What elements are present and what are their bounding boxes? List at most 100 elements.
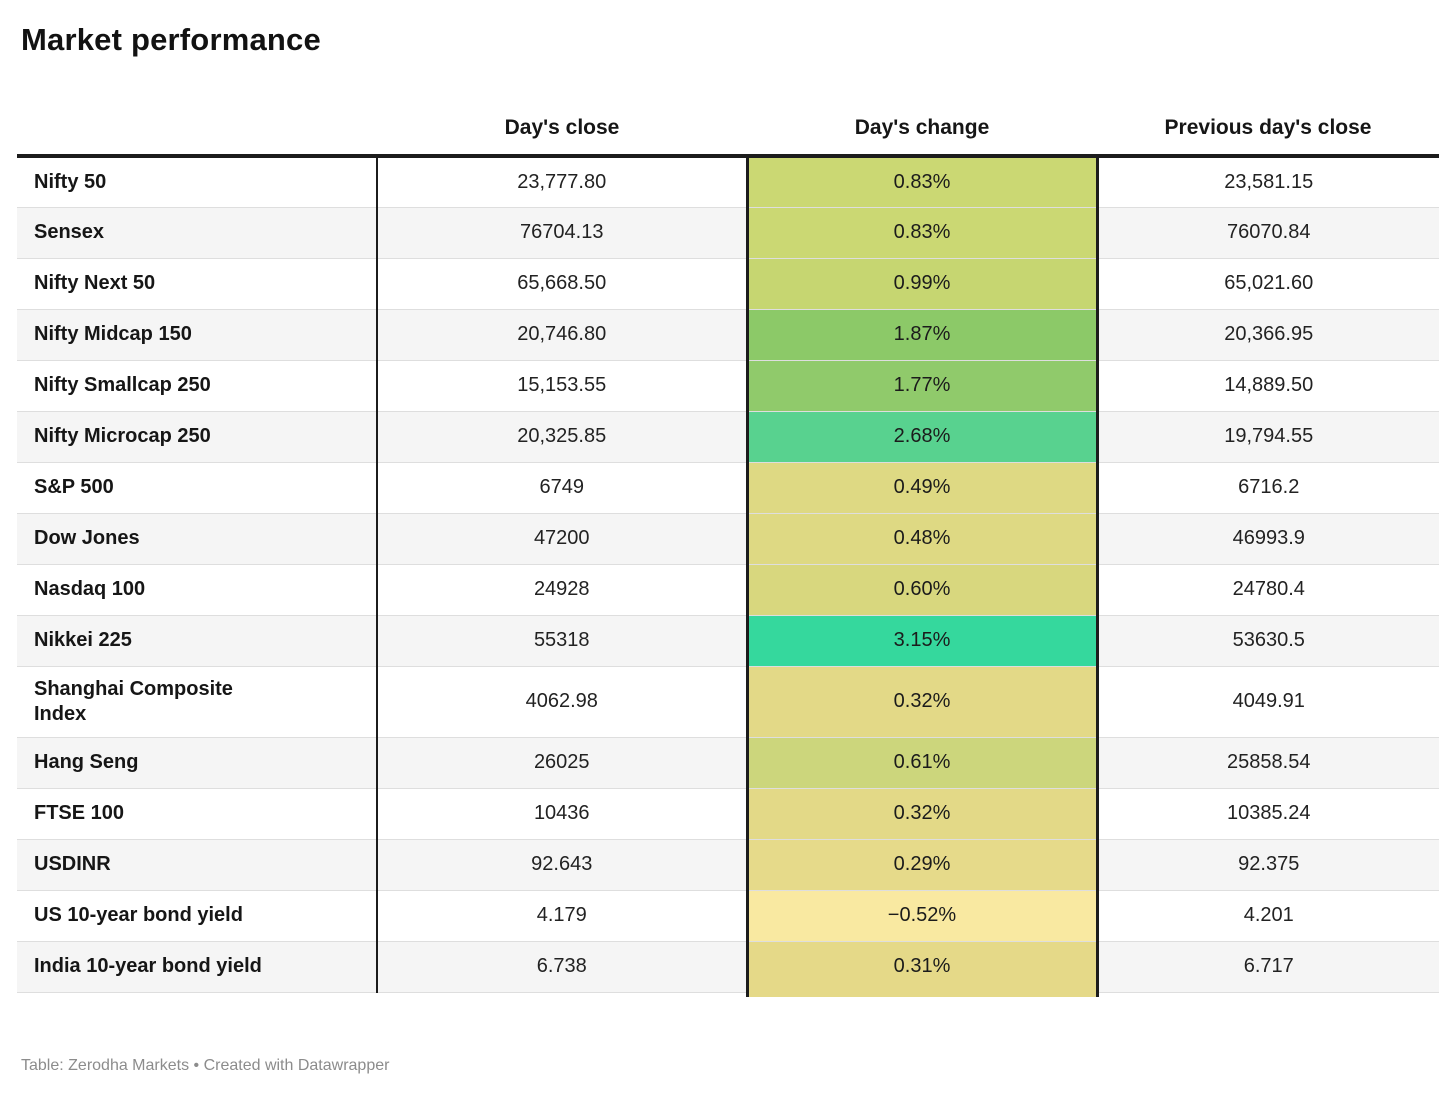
prev-close-cell: 65,021.60 (1097, 257, 1439, 309)
prev-close-cell: 19,794.55 (1097, 410, 1439, 462)
prev-close-cell: 4049.91 (1097, 665, 1439, 737)
row-label: S&P 500 (17, 461, 377, 513)
days-close-cell: 4062.98 (376, 665, 747, 737)
attribution-footer: Table: Zerodha Markets • Created with Da… (21, 1057, 390, 1074)
row-label: Nasdaq 100 (17, 563, 377, 615)
days-change-cell: 0.61% (745, 736, 1099, 788)
header-previous-close: Previous day's close (1097, 94, 1439, 158)
prev-close-cell: 6.717 (1097, 940, 1439, 993)
row-label-text: Nifty 50 (34, 170, 107, 193)
table-row: Nifty Smallcap 250 15,153.55 1.77% 14,88… (17, 359, 1439, 411)
table-row: Hang Seng 26025 0.61% 25858.54 (17, 736, 1439, 788)
days-change-cell: 2.68% (745, 410, 1099, 462)
days-close-cell: 92.643 (376, 838, 747, 890)
row-label-text: USDINR (34, 853, 111, 875)
row-label-text: S&P 500 (34, 476, 114, 498)
days-change-cell: 1.77% (745, 359, 1099, 411)
page: Market performance Day's close Day's cha… (17, 22, 1439, 998)
days-close-cell: 20,746.80 (376, 308, 747, 360)
header-days-close: Day's close (377, 94, 747, 158)
prev-close-cell: 14,889.50 (1097, 359, 1439, 411)
table-row: US 10-year bond yield 4.179 −0.52% 4.201 (17, 889, 1439, 941)
row-label-text: Nifty Midcap 150 (34, 323, 192, 345)
days-change-cell: 0.99% (745, 257, 1099, 309)
prev-close-cell: 76070.84 (1097, 206, 1439, 258)
prev-close-cell: 10385.24 (1097, 787, 1439, 839)
table-row: Sensex 76704.13 0.83% 76070.84 (17, 206, 1439, 258)
prev-close-cell: 20,366.95 (1097, 308, 1439, 360)
table-row: S&P 500 6749 0.49% 6716.2 (17, 461, 1439, 513)
prev-close-cell: 92.375 (1097, 838, 1439, 890)
days-close-cell: 20,325.85 (376, 410, 747, 462)
row-label: FTSE 100 (17, 787, 377, 839)
row-label: Hang Seng (17, 736, 377, 788)
days-close-cell: 47200 (376, 512, 747, 564)
row-label: Nifty Smallcap 250 (17, 359, 377, 411)
days-close-cell: 15,153.55 (376, 359, 747, 411)
page-title: Market performance (21, 22, 321, 57)
days-change-cell: 0.29% (745, 838, 1099, 890)
table-row: India 10-year bond yield 6.738 0.31% 6.7… (17, 940, 1439, 998)
row-label-text: Nasdaq 100 (34, 578, 146, 600)
days-close-cell: 24928 (376, 563, 747, 615)
row-label-text: Hang Seng (34, 751, 139, 773)
prev-close-cell: 53630.5 (1097, 614, 1439, 666)
table-row: Nifty Next 50 65,668.50 0.99% 65,021.60 (17, 257, 1439, 309)
days-close-cell: 4.179 (376, 889, 747, 941)
row-label: Sensex (17, 206, 377, 258)
row-label: Dow Jones (17, 512, 377, 564)
prev-close-cell: 6716.2 (1097, 461, 1439, 513)
row-label: Nifty 50 (17, 156, 377, 207)
days-change-cell: 0.83% (745, 156, 1099, 207)
prev-close-cell: 46993.9 (1097, 512, 1439, 564)
days-change-cell: 0.31% (745, 940, 1100, 998)
days-close-cell: 23,777.80 (376, 156, 747, 207)
row-label-text: India 10-year bond yield (34, 955, 262, 977)
prev-close-cell: 25858.54 (1097, 736, 1439, 788)
row-label-text: Nikkei 225 (34, 629, 132, 651)
prev-close-cell: 24780.4 (1097, 563, 1439, 615)
days-change-cell: 0.60% (745, 563, 1099, 615)
table-row: Shanghai Composite Index 4062.98 0.32% 4… (17, 665, 1439, 737)
days-change-cell: 1.87% (745, 308, 1099, 360)
days-change-cell: 3.15% (745, 614, 1099, 666)
days-change-cell: 0.83% (745, 206, 1099, 258)
table-row: Dow Jones 47200 0.48% 46993.9 (17, 512, 1439, 564)
days-change-cell: 0.48% (745, 512, 1099, 564)
prev-close-cell: 23,581.15 (1097, 156, 1439, 207)
header-days-change: Day's change (747, 94, 1097, 158)
days-close-cell: 10436 (376, 787, 747, 839)
prev-close-cell: 4.201 (1097, 889, 1439, 941)
header-empty (17, 94, 377, 158)
header-row: Day's close Day's change Previous day's … (17, 94, 1439, 158)
market-performance-table: Day's close Day's change Previous day's … (17, 94, 1439, 998)
row-label-text: Nifty Microcap 250 (34, 425, 211, 447)
days-close-cell: 65,668.50 (376, 257, 747, 309)
days-close-cell: 6.738 (376, 940, 747, 993)
days-close-cell: 55318 (376, 614, 747, 666)
row-label: Nifty Microcap 250 (17, 410, 377, 462)
days-close-cell: 26025 (376, 736, 747, 788)
table-row: Nikkei 225 55318 3.15% 53630.5 (17, 614, 1439, 666)
row-label-text: Dow Jones (34, 527, 140, 549)
table-row: USDINR 92.643 0.29% 92.375 (17, 838, 1439, 890)
table-row: Nifty 50 23,777.80 0.83% 23,581.15 (17, 156, 1439, 207)
table-body: Nifty 50 23,777.80 0.83% 23,581.15 Sense… (17, 156, 1439, 998)
days-change-cell: 0.32% (745, 787, 1099, 839)
row-label-text: Nifty Next 50 (34, 272, 156, 294)
row-label: Nifty Next 50 (17, 257, 377, 309)
row-label: Nifty Midcap 150 (17, 308, 377, 360)
days-change-cell: 0.49% (745, 461, 1099, 513)
row-label-text: US 10-year bond yield (34, 904, 243, 926)
row-label-text: Shanghai Composite Index (34, 677, 233, 725)
row-label: Nikkei 225 (17, 614, 377, 666)
table-header: Day's close Day's change Previous day's … (17, 94, 1439, 158)
row-label: India 10-year bond yield (17, 940, 377, 993)
days-change-cell: −0.52% (745, 889, 1099, 941)
row-label: USDINR (17, 838, 377, 890)
days-change-cell: 0.32% (745, 665, 1099, 737)
days-close-cell: 76704.13 (376, 206, 747, 258)
row-label-text: FTSE 100 (34, 802, 125, 824)
table-row: Nifty Microcap 250 20,325.85 2.68% 19,79… (17, 410, 1439, 462)
table-row: FTSE 100 10436 0.32% 10385.24 (17, 787, 1439, 839)
